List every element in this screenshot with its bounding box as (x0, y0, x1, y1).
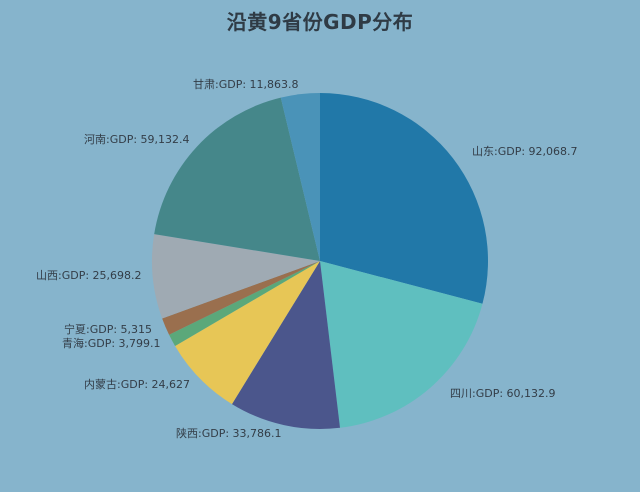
pie-slice-5[interactable] (162, 261, 320, 335)
slice-label-8: 甘肃:GDP: 11,863.8 (193, 78, 299, 91)
leader-line-8 (300, 84, 305, 92)
leader-line-5 (157, 328, 163, 329)
slice-label-5: 宁夏:GDP: 5,315 (64, 322, 152, 336)
leader-line-2 (284, 427, 289, 433)
leader-line-4 (168, 341, 170, 343)
leader-line-1 (432, 389, 448, 393)
leader-line-7 (195, 139, 196, 145)
slice-label-6: 山西:GDP: 25,698.2 (36, 269, 142, 282)
pie-slice-4[interactable] (169, 261, 320, 346)
slice-label-0: 山东:GDP: 92,068.7 (472, 145, 578, 158)
slice-label-1: 四川:GDP: 60,132.9 (450, 387, 556, 400)
pie-slice-0[interactable] (320, 93, 488, 304)
pie-slice-2[interactable] (231, 261, 341, 429)
leader-line-3 (195, 380, 199, 384)
chart-title: 沿黄9省份GDP分布 (226, 10, 414, 34)
pie-slice-1[interactable] (320, 261, 483, 428)
leader-line-6 (148, 275, 151, 277)
leader-line-0 (455, 151, 470, 157)
pie-slice-6[interactable] (152, 234, 320, 319)
pie-slice-3[interactable] (175, 261, 320, 405)
pie-slice-8[interactable] (280, 93, 320, 261)
slice-label-3: 内蒙古:GDP: 24,627 (84, 377, 190, 391)
slice-label-7: 河南:GDP: 59,132.4 (84, 133, 190, 146)
slice-label-2: 陕西:GDP: 33,786.1 (176, 426, 282, 440)
slice-label-4: 青海:GDP: 3,799.1 (62, 336, 161, 350)
pie-slice-7[interactable] (154, 97, 320, 261)
